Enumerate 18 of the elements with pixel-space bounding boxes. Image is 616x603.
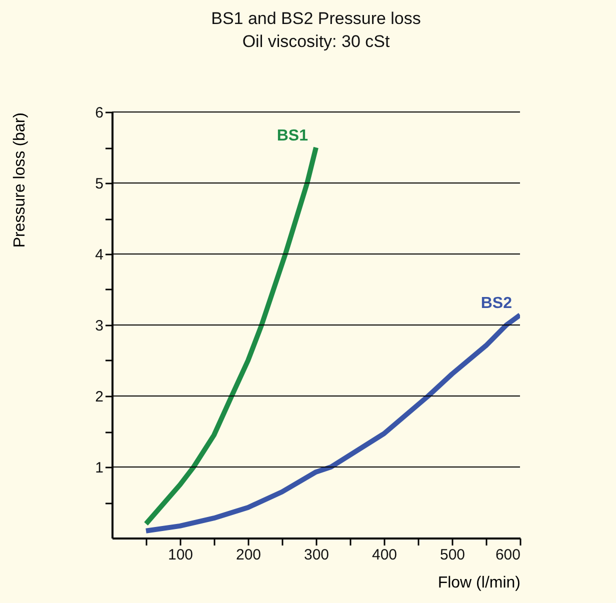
y-tick-label: 3 (95, 318, 104, 334)
x-tick-label: 300 (304, 546, 330, 564)
chart-subtitle: Oil viscosity: 30 cSt (242, 32, 390, 51)
y-tick-label: 2 (95, 388, 104, 406)
x-tick-label: 100 (168, 546, 194, 564)
y-tick-label: 4 (95, 246, 104, 264)
series-label: BS1 (276, 128, 308, 144)
y-axis-title: Pressure loss (bar) (12, 112, 28, 248)
y-tick-label: 1 (95, 460, 104, 476)
series-label: BS2 (480, 295, 512, 312)
x-tick-label: 600 (495, 546, 520, 564)
x-axis-title: Flow (l/min) (438, 574, 520, 592)
x-tick-label: 400 (372, 546, 398, 564)
chart-title: BS1 and BS2 Pressure loss (211, 9, 421, 28)
y-tick-label: 6 (95, 104, 104, 122)
x-tick-label: 200 (236, 546, 262, 564)
x-tick-label: 500 (440, 546, 466, 564)
y-tick-label: 5 (95, 176, 104, 192)
